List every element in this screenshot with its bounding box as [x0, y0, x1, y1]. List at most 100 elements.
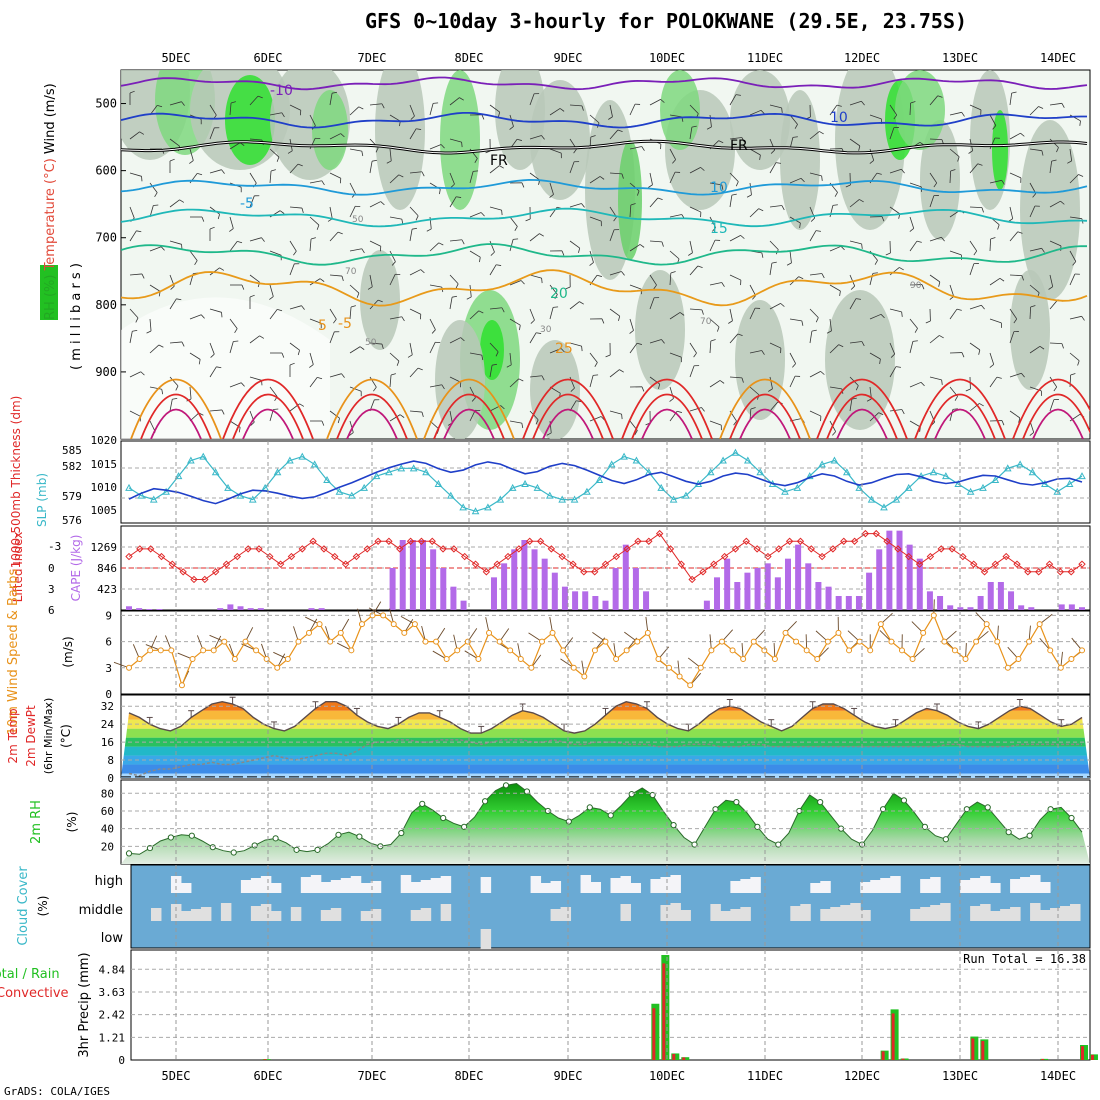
cloud-cell: [590, 882, 602, 893]
cloud-cell: [920, 907, 931, 921]
precip-legend-conv: Convective: [0, 986, 69, 1001]
rh-point: [817, 799, 824, 806]
temp-tick: 24: [101, 718, 115, 731]
bottom-date-label: 13DEC: [942, 1069, 978, 1083]
li-tick: 6: [48, 604, 55, 617]
wind-point: [560, 647, 567, 654]
rh-point: [733, 799, 740, 806]
cloud-cell: [910, 909, 921, 921]
pressure-tick: 800: [95, 298, 117, 312]
cloud-cell: [370, 881, 382, 893]
rh-point: [1068, 814, 1075, 822]
rh-point: [1026, 832, 1033, 839]
cape-bar: [582, 591, 589, 610]
slp-point: [632, 456, 641, 464]
li-point: [731, 545, 740, 553]
cape-bar: [734, 582, 741, 610]
li-point: [1002, 552, 1010, 561]
rh-point: [1005, 829, 1012, 836]
thickness-tick: 582: [62, 460, 82, 473]
wind-point: [1047, 647, 1054, 654]
slp-point: [446, 491, 455, 499]
wind-point: [771, 656, 778, 663]
slp-point: [360, 483, 368, 491]
cape-bar: [430, 549, 437, 610]
slp-point: [286, 456, 294, 464]
wind-point: [284, 656, 291, 663]
wind-point: [740, 656, 747, 663]
slp-point: [682, 491, 690, 499]
cloud-cell: [1060, 906, 1071, 921]
cloud-cell: [610, 878, 621, 893]
svg-text:(%): (%): [65, 812, 79, 833]
cloud-cell: [310, 875, 322, 893]
rh-point: [272, 835, 279, 842]
rh-label: 70: [700, 317, 712, 327]
cloud-cell: [870, 880, 881, 893]
cape-tick: 423: [97, 583, 117, 596]
cloud-cell: [290, 907, 302, 921]
cloud-cell: [370, 909, 382, 921]
cloud-cell: [180, 883, 192, 893]
wind-point: [708, 647, 715, 654]
contour-labels: -10 -5 FR 5 10 15 20 25 -5 10 FR 70 50 30 50 90 70: [240, 83, 922, 357]
wind-point: [994, 638, 1001, 645]
cloud-cell: [320, 910, 332, 921]
slp-point: [793, 483, 802, 491]
cloud-cell: [220, 903, 232, 921]
cape-tick: 1269: [91, 541, 118, 554]
precip-conv-bar: [881, 1051, 885, 1060]
wind-point: [316, 621, 323, 628]
slp-point: [942, 472, 950, 480]
cloud-cell: [550, 881, 562, 893]
li-point: [688, 575, 696, 584]
top-date-label: 7DEC: [358, 51, 387, 65]
cape-bar: [501, 563, 508, 610]
wind-point: [602, 638, 609, 645]
li-point: [948, 545, 956, 553]
cloud-cell: [330, 880, 342, 893]
cape-bar: [136, 608, 143, 610]
cape-bar: [257, 608, 264, 610]
cape-bar: [754, 568, 761, 610]
wind-point: [126, 664, 132, 671]
cloud-cell: [980, 904, 991, 921]
pressure-tick: 700: [95, 231, 117, 245]
cloud-cell: [270, 883, 282, 893]
li-point: [926, 552, 935, 561]
li-point: [937, 545, 945, 553]
slp-tick: 1020: [91, 434, 118, 447]
cloud-cell: [980, 876, 991, 893]
slp-point: [706, 468, 715, 476]
isotherm-label: -10: [270, 83, 293, 99]
precip-conv-bar: [652, 1008, 656, 1060]
slp-point: [335, 487, 344, 495]
rh-point: [125, 850, 133, 857]
cloud-cell: [1070, 904, 1081, 921]
cape-tick: 846: [97, 562, 117, 575]
precip-tick: 4.84: [99, 963, 126, 976]
cloud-cell: [800, 904, 811, 921]
cape-bar: [1079, 607, 1085, 610]
slp-point: [731, 448, 740, 456]
wind-point: [464, 638, 471, 645]
slp-point: [719, 456, 727, 464]
wind-point: [909, 656, 916, 663]
cape-bar: [247, 608, 254, 610]
wind-point: [888, 638, 895, 645]
cape-bar: [460, 600, 467, 610]
li-point: [190, 575, 198, 584]
wind-point: [486, 629, 493, 636]
rh-shading: [121, 70, 1080, 439]
wind-point: [528, 664, 535, 671]
rh-point: [335, 831, 342, 838]
slp-point: [224, 483, 232, 491]
precip-conv-bar: [672, 1053, 676, 1060]
li-point: [504, 552, 512, 561]
li-point: [157, 552, 166, 561]
wind-point: [676, 673, 683, 680]
rh-point: [251, 842, 258, 849]
li-point: [850, 537, 859, 545]
slp-point: [484, 503, 492, 511]
rh-tick: 20: [101, 840, 114, 853]
